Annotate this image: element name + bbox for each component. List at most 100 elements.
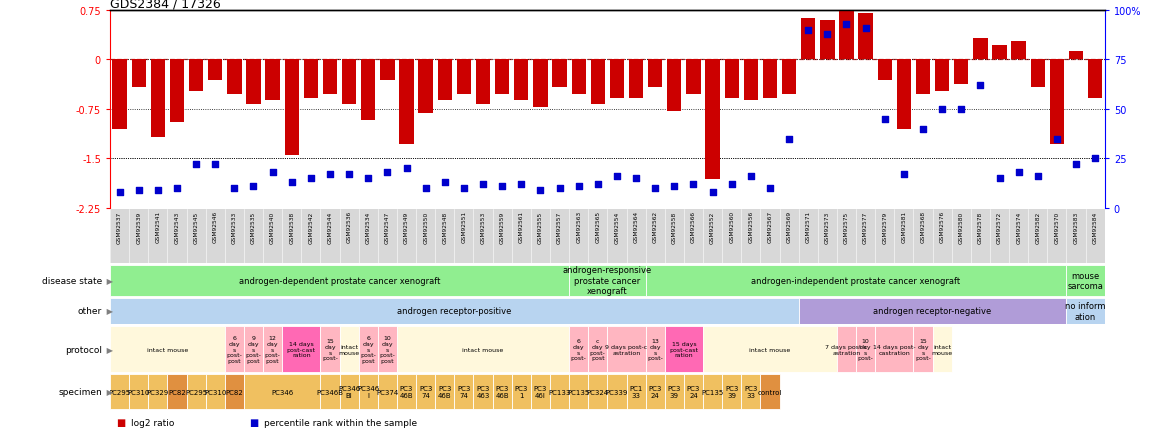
Point — [244, 183, 263, 190]
Bar — [132, 60, 146, 88]
Point — [761, 185, 779, 192]
Point — [168, 185, 186, 192]
Bar — [263, 326, 283, 372]
Text: GSM92558: GSM92558 — [672, 211, 676, 243]
Bar — [151, 60, 164, 138]
Point — [646, 185, 665, 192]
Text: androgen-independent prostate cancer xenograft: androgen-independent prostate cancer xen… — [752, 276, 961, 285]
Point — [455, 185, 474, 192]
Text: GSM92545: GSM92545 — [193, 211, 198, 243]
Text: PC3
74: PC3 74 — [457, 385, 470, 398]
Text: GSM92557: GSM92557 — [557, 211, 562, 243]
Bar — [878, 60, 892, 81]
Bar — [378, 326, 397, 372]
Bar — [935, 60, 950, 92]
Bar — [973, 39, 988, 60]
Text: PC3
46B: PC3 46B — [496, 385, 510, 398]
Bar — [607, 374, 626, 409]
Text: GSM92570: GSM92570 — [1055, 211, 1060, 243]
Point — [512, 181, 530, 188]
Bar — [244, 326, 263, 372]
Text: PC135: PC135 — [567, 389, 589, 395]
Point — [186, 161, 205, 168]
Text: GSM92581: GSM92581 — [901, 211, 907, 243]
Bar — [361, 60, 375, 121]
Bar — [321, 326, 339, 372]
Bar — [1011, 42, 1026, 60]
Text: PC346
I: PC346 I — [357, 385, 380, 398]
Bar — [339, 374, 359, 409]
Text: PC310: PC310 — [127, 389, 149, 395]
Text: PC82: PC82 — [226, 389, 243, 395]
Point — [283, 179, 301, 186]
Text: 9
day
s
post-
post: 9 day s post- post — [245, 335, 262, 363]
Point — [875, 116, 894, 123]
Bar — [743, 60, 758, 101]
Bar — [323, 60, 337, 95]
Text: GSM92574: GSM92574 — [1017, 211, 1021, 243]
Bar — [588, 374, 607, 409]
Point — [626, 175, 645, 182]
Text: GSM92537: GSM92537 — [117, 211, 122, 243]
Point — [130, 187, 148, 194]
Bar — [858, 14, 873, 60]
Bar — [435, 374, 454, 409]
Text: PC346: PC346 — [271, 389, 293, 395]
Point — [933, 106, 952, 113]
Point — [684, 181, 703, 188]
Text: protocol: protocol — [65, 345, 102, 354]
Text: PC295: PC295 — [185, 389, 207, 395]
Point — [703, 189, 721, 196]
Text: GSM92553: GSM92553 — [481, 211, 485, 243]
Bar — [359, 326, 378, 372]
Text: GSM92564: GSM92564 — [633, 211, 638, 243]
Point — [799, 27, 818, 34]
Point — [570, 183, 588, 190]
Bar — [916, 60, 930, 95]
Text: GSM92544: GSM92544 — [328, 211, 332, 243]
Text: PC295: PC295 — [109, 389, 131, 395]
Text: disease state: disease state — [42, 276, 102, 285]
Text: PC346B: PC346B — [316, 389, 344, 395]
Bar — [646, 374, 665, 409]
Text: ▶: ▶ — [104, 387, 113, 396]
Bar — [456, 60, 471, 95]
Point — [588, 181, 607, 188]
Text: PC346
BI: PC346 BI — [338, 385, 360, 398]
Point — [225, 185, 243, 192]
Text: GSM92559: GSM92559 — [499, 211, 505, 243]
Text: control: control — [757, 389, 782, 395]
Text: GSM92572: GSM92572 — [997, 211, 1002, 243]
Bar — [227, 60, 242, 95]
Text: other: other — [78, 307, 102, 316]
Point — [550, 185, 569, 192]
Bar — [225, 374, 244, 409]
Point — [435, 179, 454, 186]
Point — [914, 126, 932, 133]
Bar — [552, 60, 566, 88]
Bar — [665, 374, 684, 409]
Bar — [875, 326, 914, 372]
Bar — [110, 298, 799, 324]
Point — [818, 31, 836, 38]
Bar — [400, 60, 413, 145]
Text: c
day
post-
post: c day post- post — [589, 338, 606, 361]
Bar — [569, 326, 588, 372]
Bar — [380, 60, 395, 81]
Bar — [1067, 265, 1105, 296]
Bar — [569, 265, 646, 296]
Text: GSM92580: GSM92580 — [959, 211, 963, 243]
Text: no inform
ation: no inform ation — [1065, 302, 1106, 321]
Point — [359, 175, 378, 182]
Text: GSM92535: GSM92535 — [251, 211, 256, 243]
Bar — [703, 326, 837, 372]
Bar — [454, 374, 474, 409]
Text: GSM92571: GSM92571 — [806, 211, 811, 243]
Text: GSM92548: GSM92548 — [442, 211, 447, 243]
Point — [397, 165, 416, 172]
Text: mouse
sarcoma: mouse sarcoma — [1068, 271, 1104, 290]
Bar — [244, 374, 321, 409]
Bar — [896, 60, 911, 129]
Text: intact mouse: intact mouse — [147, 347, 188, 352]
Text: androgen-dependent prostate cancer xenograft: androgen-dependent prostate cancer xenog… — [239, 276, 440, 285]
